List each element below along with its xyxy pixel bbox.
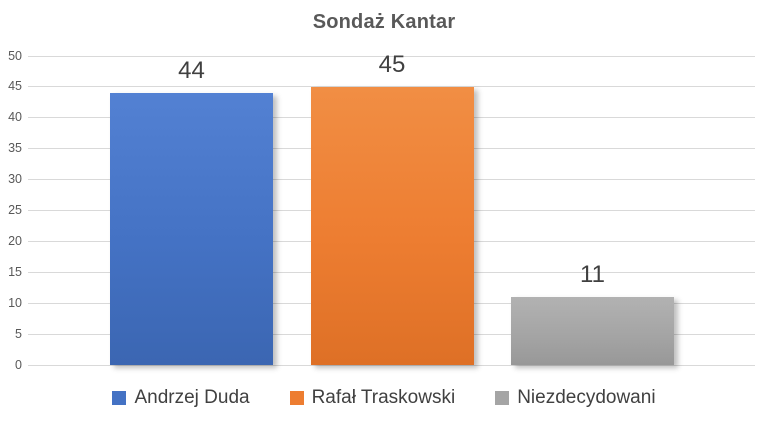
plot-area: 44 45 11 [28, 50, 755, 366]
legend-swatch-niezdecydowani [495, 391, 510, 405]
gridline-50 [28, 55, 755, 57]
bar-niezdecydowani [511, 297, 674, 365]
y-axis-tick-35: 35 [8, 141, 22, 156]
legend-swatch-andrzej-duda [112, 391, 127, 405]
y-axis-tick-30: 30 [8, 172, 22, 187]
data-label-niezdecydowani: 11 [580, 261, 605, 289]
bar-rafał-traskowski [310, 86, 474, 365]
legend-label-andrzej-duda: Andrzej Duda [134, 387, 250, 408]
y-axis-tick-50: 50 [8, 48, 22, 63]
legend-item-andrzej-duda: Andrzej Duda [112, 387, 250, 409]
chart-title: Sondaż Kantar [312, 11, 456, 33]
y-axis-tick-25: 25 [8, 203, 22, 217]
data-label-rafał-traskowski: 45 [378, 50, 406, 78]
gridline-45 [28, 86, 755, 88]
legend-label-rafał-traskowski: Rafał Traskowski [311, 387, 456, 408]
legend-swatch-rafał-traskowski [289, 391, 304, 405]
y-axis-tick-5: 5 [15, 326, 22, 341]
y-axis-tick-15: 15 [8, 264, 22, 279]
y-axis-tick-20: 20 [8, 233, 22, 248]
legend-label-niezdecydowani: Niezdecydowani [517, 387, 656, 408]
y-axis-tick-10: 10 [8, 295, 22, 310]
y-axis-tick-40: 40 [8, 110, 22, 125]
legend-item-rafał-traskowski: Rafał Traskowski [289, 387, 456, 409]
y-axis-tick-45: 45 [8, 79, 22, 94]
y-axis: 50 45 40 35 30 25 20 15 10 5 0 [0, 49, 22, 372]
gridline-0 [28, 364, 755, 366]
legend-item-niezdecydowani: Niezdecydowani [495, 387, 656, 409]
legend: Andrzej Duda Rafał Traskowski Niezdecydowa… [0, 383, 768, 413]
bar-andrzej-duda [110, 93, 273, 365]
y-axis-tick-0: 0 [15, 357, 22, 372]
data-label-andrzej-duda: 44 [178, 57, 205, 85]
